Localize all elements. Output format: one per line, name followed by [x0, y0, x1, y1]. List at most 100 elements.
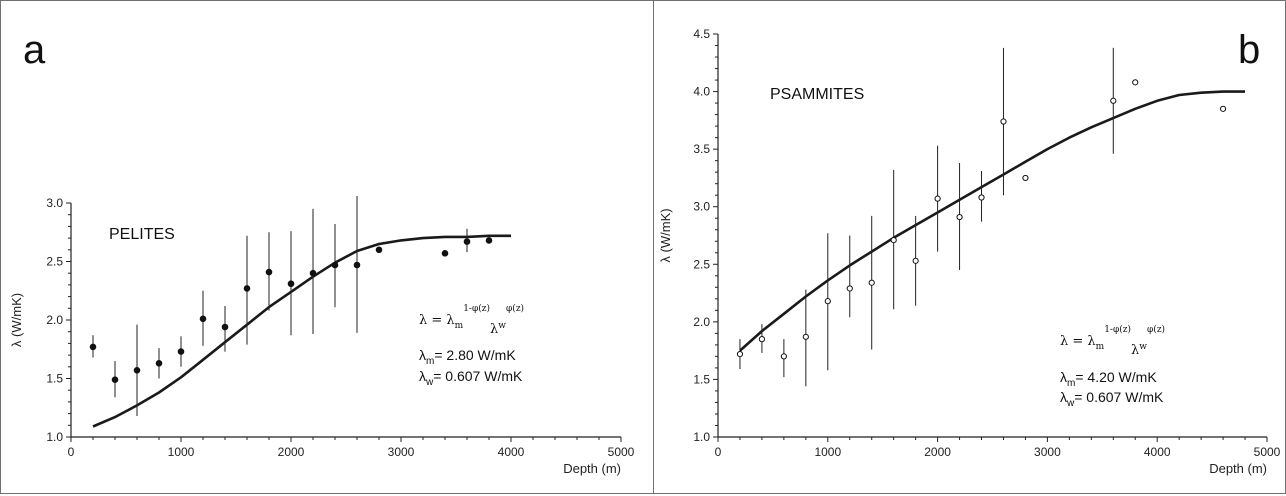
formula: λ = λm 1-φ(z)λwφ(z): [1060, 324, 1165, 358]
y-tick-label: 4.5: [693, 27, 710, 41]
data-point: [89, 343, 97, 351]
param-subscript: w: [1066, 398, 1075, 409]
y-axis-label: λ (W/mK): [658, 208, 673, 262]
data-point: [846, 285, 853, 292]
data-point: [736, 350, 744, 358]
y-tick-label: 3.0: [46, 196, 63, 210]
data-point: [1000, 118, 1007, 125]
param-subscript: m: [426, 356, 434, 367]
data-point: [1219, 105, 1227, 112]
data-point: [485, 237, 493, 244]
y-tick-label: 1.5: [46, 372, 63, 386]
formula: λ = λm 1-φ(z)λwφ(z): [419, 303, 524, 337]
formula-mid: λ: [490, 322, 498, 337]
data-point: [758, 336, 766, 343]
data-point: [956, 213, 963, 221]
param-value: = 2.80 W/mK: [434, 347, 516, 363]
data-point: [441, 250, 449, 257]
param-symbol: λ: [419, 347, 426, 363]
param-symbol: λ: [419, 368, 426, 384]
x-tick-label: 5000: [1254, 445, 1281, 459]
x-tick-label: 0: [68, 445, 75, 459]
y-tick-label: 3.0: [693, 200, 710, 214]
formula-sub-m: m: [455, 321, 464, 331]
y-tick-label: 1.0: [46, 430, 63, 444]
x-tick-label: 2000: [924, 445, 951, 459]
x-tick-label: 2000: [278, 445, 305, 459]
parameter-line: λm= 4.20 W/mK: [1060, 369, 1157, 389]
formula-sup-w: φ(z): [506, 303, 524, 314]
x-tick-label: 4000: [498, 445, 525, 459]
y-tick-label: 2.0: [693, 315, 710, 329]
data-point: [111, 376, 119, 383]
y-tick-label: 2.5: [693, 257, 710, 271]
formula-sup-w: φ(z): [1147, 324, 1165, 335]
y-tick-label: 1.0: [693, 430, 710, 444]
formula-sup-m: 1-φ(z): [463, 303, 490, 314]
data-point: [890, 237, 897, 244]
model-curve: [739, 90, 1245, 352]
x-tick-label: 1000: [814, 445, 841, 459]
data-point: [155, 359, 163, 367]
param-symbol: λ: [1060, 369, 1067, 385]
parameter-line: λw= 0.607 W/mK: [1060, 389, 1164, 409]
data-point: [868, 279, 875, 286]
data-point: [978, 194, 985, 201]
y-tick-label: 3.5: [693, 142, 710, 156]
data-point: [265, 268, 273, 276]
param-value: = 0.607 W/mK: [1074, 389, 1164, 405]
data-point: [243, 285, 251, 292]
data-point: [912, 257, 919, 264]
formula-sub-m: m: [1096, 342, 1105, 352]
panel-a-pelites: 0 1000 2000 3000 4000 5000 1.0 1.5 2.0 2.5 3.0 Dept…: [0, 0, 654, 494]
rock-type-label: PELITES: [109, 226, 175, 243]
psammites-chart: 0 1000 2000 3000 4000 5000 1.0 1.5 2.0 2.5 3.0 3.5 4…: [658, 27, 1281, 476]
y-tick-label: 1.5: [693, 372, 710, 386]
rock-type-label: PSAMMITES: [770, 86, 864, 103]
y-tick-label: 2.0: [46, 313, 63, 327]
data-point: [824, 298, 831, 305]
y-tick-label: 2.5: [46, 255, 63, 269]
data-point: [780, 353, 787, 360]
parameter-line: λw= 0.607 W/mK: [419, 368, 523, 388]
param-value: = 0.607 W/mK: [433, 368, 523, 384]
formula-sup-m: 1-φ(z): [1104, 324, 1131, 335]
parameter-line: λm= 2.80 W/mK: [419, 347, 516, 367]
formula-lhs: λ = λ: [1060, 334, 1096, 349]
panel-b-psammites: 0 1000 2000 3000 4000 5000 1.0 1.5 2.0 2.5 3.0 3.5 4…: [653, 0, 1286, 494]
panel-letter: b: [1238, 28, 1260, 72]
data-point: [221, 323, 229, 331]
x-tick-label: 5000: [608, 445, 635, 459]
x-axis-label: Depth (m): [563, 461, 621, 476]
x-tick-label: 0: [715, 445, 722, 459]
data-point: [199, 315, 207, 323]
data-point: [463, 238, 471, 245]
data-point: [1132, 79, 1139, 86]
model-curve: [92, 234, 511, 428]
formula-sub-w: w: [498, 321, 506, 331]
pelites-chart: 0 1000 2000 3000 4000 5000 1.0 1.5 2.0 2.5 3.0 Dept…: [9, 28, 635, 476]
data-point: [375, 246, 383, 254]
param-subscript: w: [425, 377, 434, 388]
data-point: [133, 367, 141, 374]
panel-letter: a: [23, 28, 46, 72]
data-point: [177, 348, 185, 355]
data-point: [1110, 97, 1117, 104]
x-tick-label: 1000: [168, 445, 195, 459]
param-symbol: λ: [1060, 389, 1067, 405]
formula-lhs: λ = λ: [419, 313, 455, 328]
data-point: [934, 195, 941, 202]
data-point: [331, 261, 339, 269]
x-tick-label: 3000: [388, 445, 415, 459]
param-value: = 4.20 W/mK: [1075, 369, 1157, 385]
data-point: [309, 269, 317, 277]
x-tick-label: 4000: [1144, 445, 1171, 459]
x-axis-label: Depth (m): [1209, 461, 1267, 476]
formula-sub-w: w: [1139, 342, 1147, 352]
data-point: [353, 261, 361, 269]
y-axis-label: λ (W/mK): [9, 293, 24, 347]
y-tick-label: 4.0: [693, 85, 710, 99]
data-point: [1022, 174, 1029, 182]
formula-mid: λ: [1131, 343, 1139, 358]
x-tick-label: 3000: [1034, 445, 1061, 459]
